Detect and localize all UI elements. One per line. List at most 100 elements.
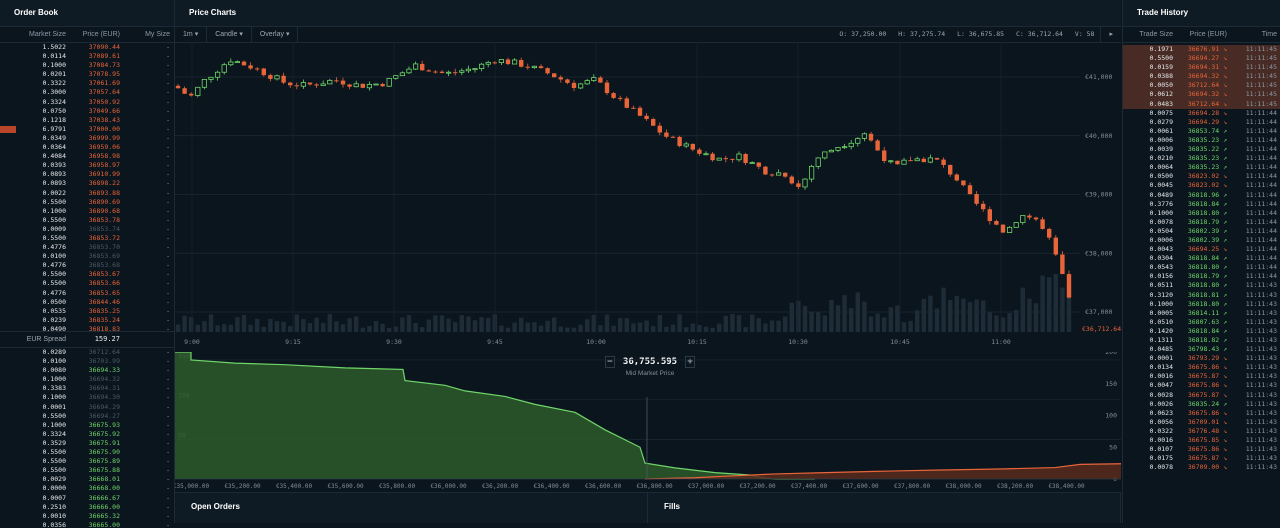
ask-row[interactable]: 0.5500 36853.78 - bbox=[0, 216, 174, 225]
volume-bar bbox=[321, 322, 326, 332]
bid-row[interactable]: 0.1000 36694.32 - bbox=[0, 375, 174, 384]
ask-row[interactable]: 0.0100 36853.69 - bbox=[0, 252, 174, 261]
bid-row[interactable]: 0.5500 36694.27 - bbox=[0, 412, 174, 421]
ask-row[interactable]: 0.4776 36853.65 - bbox=[0, 289, 174, 298]
bid-row[interactable]: 0.3529 36675.91 - bbox=[0, 439, 174, 448]
volume-bar bbox=[215, 325, 220, 332]
bid-row[interactable]: 0.0356 36665.00 - bbox=[0, 521, 174, 528]
chart-style-dropdown[interactable]: Candle ▾ bbox=[207, 27, 252, 42]
bid-row[interactable]: 0.5500 36675.88 - bbox=[0, 466, 174, 475]
ask-row[interactable]: 0.0750 37049.66 - bbox=[0, 107, 174, 116]
mid-market-box: − 36,755.595 + Mid Market Price bbox=[605, 356, 695, 377]
bid-row[interactable]: 0.5500 36675.89 - bbox=[0, 457, 174, 466]
trade-price: 36675.87 ↘ bbox=[1187, 372, 1227, 381]
ask-row[interactable]: 0.0022 36893.88 - bbox=[0, 189, 174, 198]
candle-body bbox=[677, 136, 682, 147]
interval-dropdown[interactable]: 1m ▾ bbox=[175, 27, 208, 42]
play-icon[interactable]: ▸ bbox=[1100, 27, 1121, 42]
ask-row[interactable]: 0.1218 37038.43 - bbox=[0, 116, 174, 125]
candle-body bbox=[189, 93, 194, 96]
ask-row[interactable]: 0.0009 36853.74 - bbox=[0, 225, 174, 234]
ask-row[interactable]: 0.4776 36853.70 - bbox=[0, 243, 174, 252]
bid-depth-area bbox=[175, 352, 815, 479]
trade-size: 0.0016 bbox=[1149, 372, 1173, 381]
ask-row[interactable]: 0.0500 36844.46 - bbox=[0, 298, 174, 307]
ask-row[interactable]: 1.5022 37090.44 - bbox=[0, 43, 174, 52]
candle-body bbox=[690, 143, 695, 150]
ask-row[interactable]: 0.1000 37084.73 - bbox=[0, 61, 174, 70]
ask-row[interactable]: 0.0364 36959.06 - bbox=[0, 143, 174, 152]
trade-size: 0.0134 bbox=[1149, 363, 1173, 372]
ask-row[interactable]: 0.5500 36890.69 - bbox=[0, 198, 174, 207]
candle-body bbox=[736, 153, 742, 161]
ask-row[interactable]: 0.3000 37057.64 - bbox=[0, 88, 174, 97]
ask-row[interactable]: 0.4084 36958.98 - bbox=[0, 152, 174, 161]
ask-my-size: - bbox=[166, 70, 170, 79]
bid-row[interactable]: 0.3383 36694.31 - bbox=[0, 384, 174, 393]
bid-row[interactable]: 0.0080 36694.33 - bbox=[0, 366, 174, 375]
volume-bar bbox=[532, 322, 537, 332]
ask-row[interactable]: 0.1000 36890.68 - bbox=[0, 207, 174, 216]
trade-history-header: Trade Size Price (EUR) Time bbox=[1123, 27, 1280, 43]
ask-row[interactable]: 0.0393 36958.97 - bbox=[0, 161, 174, 170]
bid-row[interactable]: 0.0000 36668.00 - bbox=[0, 484, 174, 493]
zoom-out-button[interactable]: − bbox=[605, 356, 615, 368]
ask-row[interactable]: 0.4776 36853.68 - bbox=[0, 261, 174, 270]
ask-row[interactable]: 0.5500 36853.66 - bbox=[0, 279, 174, 288]
tab-open-orders[interactable]: Open Orders bbox=[175, 493, 648, 523]
ask-row[interactable]: 0.5500 36853.67 - bbox=[0, 270, 174, 279]
ask-row[interactable]: 0.0893 36910.99 - bbox=[0, 170, 174, 179]
ask-my-size: - bbox=[166, 115, 170, 124]
bid-row[interactable]: 0.5500 36675.90 - bbox=[0, 448, 174, 457]
bid-row[interactable]: 0.0007 36666.67 - bbox=[0, 494, 174, 503]
depth-chart[interactable]: 15010050200150100500€35,000.00€35,200.00… bbox=[175, 352, 1121, 492]
ask-row[interactable]: 0.5500 36853.72 - bbox=[0, 234, 174, 243]
volume-bar bbox=[406, 314, 412, 332]
bid-row[interactable]: 0.3324 36675.92 - bbox=[0, 430, 174, 439]
volume-bar bbox=[677, 314, 682, 332]
bid-row[interactable]: 0.0289 36712.64 - bbox=[0, 348, 174, 357]
volume-bar bbox=[1060, 287, 1065, 332]
ask-row[interactable]: 0.0239 36835.24 - bbox=[0, 316, 174, 325]
ask-size: 0.1218 bbox=[42, 115, 66, 124]
bid-row[interactable]: 0.0010 36665.32 - bbox=[0, 512, 174, 521]
ask-row[interactable]: 0.0349 36999.99 - bbox=[0, 134, 174, 143]
zoom-in-button[interactable]: + bbox=[685, 356, 695, 368]
bid-depth-line bbox=[175, 352, 815, 480]
volume-bar bbox=[400, 317, 405, 332]
candle-body bbox=[334, 80, 339, 82]
trade-row: 0.0061 36853.74 ↗ 11:11:44 bbox=[1123, 127, 1280, 136]
overlay-dropdown[interactable]: Overlay ▾ bbox=[252, 27, 299, 42]
candle-body bbox=[175, 85, 181, 89]
bid-row[interactable]: 0.2510 36666.00 - bbox=[0, 503, 174, 512]
bid-row[interactable]: 0.1000 36675.93 - bbox=[0, 421, 174, 430]
price-chart[interactable]: €41,000 €40,000 €39,000 €38,000 €37,000 9:00 9… bbox=[175, 42, 1121, 352]
trade-row: 0.0511 36818.80 ↗ 11:11:43 bbox=[1123, 281, 1280, 290]
trade-price: 36712.64 ↘ bbox=[1187, 99, 1227, 108]
ask-row[interactable]: 6.9791 37000.00 - bbox=[0, 125, 174, 134]
trade-time: 11:11:44 bbox=[1245, 245, 1277, 254]
ask-row[interactable]: 0.0201 37078.95 - bbox=[0, 70, 174, 79]
ask-row[interactable]: 0.3322 37061.69 - bbox=[0, 79, 174, 88]
bid-row[interactable]: 0.0100 36703.99 - bbox=[0, 357, 174, 366]
candle-body bbox=[637, 107, 643, 116]
bid-row[interactable]: 0.0029 36668.01 - bbox=[0, 475, 174, 484]
ask-row[interactable]: 0.0535 36835.25 - bbox=[0, 307, 174, 316]
trade-size: 0.3120 bbox=[1149, 290, 1173, 299]
ask-size: 0.4776 bbox=[42, 261, 66, 270]
bid-size: 0.3383 bbox=[42, 384, 66, 393]
bid-row[interactable]: 0.1000 36694.30 - bbox=[0, 393, 174, 402]
ask-row[interactable]: 0.0490 36818.83 - bbox=[0, 325, 174, 331]
ask-my-size: - bbox=[166, 252, 170, 261]
ask-row[interactable]: 0.3324 37050.92 - bbox=[0, 98, 174, 107]
bid-size: 0.1000 bbox=[42, 375, 66, 384]
candle-body bbox=[908, 160, 913, 162]
ask-row[interactable]: 0.0114 37089.61 - bbox=[0, 52, 174, 61]
ask-my-size: - bbox=[166, 52, 170, 61]
ask-row[interactable]: 0.0893 36898.22 - bbox=[0, 179, 174, 188]
volume-bar bbox=[202, 321, 207, 332]
ask-size: 0.0022 bbox=[42, 188, 66, 197]
bid-row[interactable]: 0.0001 36694.29 - bbox=[0, 403, 174, 412]
tab-fills[interactable]: Fills bbox=[648, 493, 1121, 523]
candle-body bbox=[789, 176, 794, 184]
